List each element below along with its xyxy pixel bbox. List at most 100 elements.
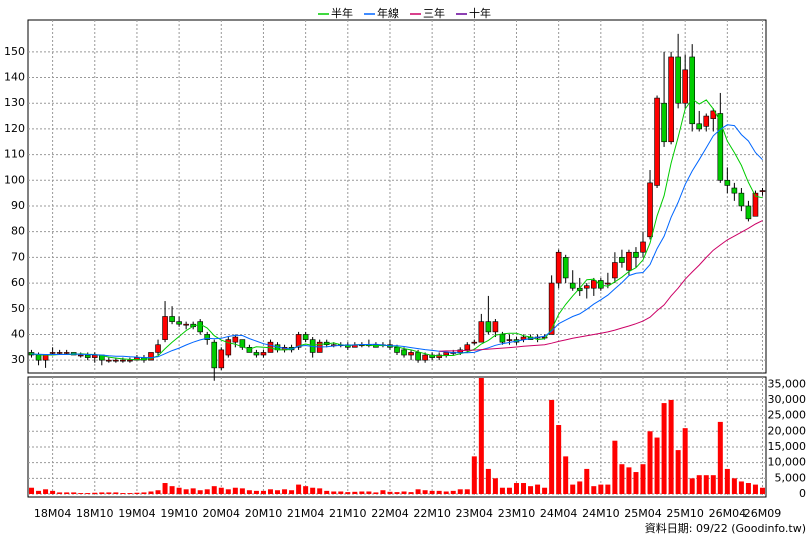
volume-bar (499, 487, 505, 494)
candle-body (506, 339, 513, 341)
x-tick-label: 25M04 (624, 507, 662, 520)
candle-body (492, 321, 499, 333)
volume-bar (598, 484, 604, 494)
x-tick-label: 25M10 (666, 507, 704, 520)
volume-bar (640, 464, 646, 494)
candle-body (246, 347, 253, 353)
volume-bar (682, 428, 688, 494)
candle-body (464, 344, 471, 351)
candle-body (738, 192, 745, 207)
x-tick-label: 18M10 (76, 507, 114, 520)
volume-bar (570, 484, 576, 494)
volume-bar (745, 483, 751, 494)
y2-tick-label: 35,000 (768, 377, 807, 390)
candle-body (84, 354, 91, 358)
legend-label: 三年 (423, 6, 445, 20)
volume-bar (457, 489, 463, 494)
y-tick-label: 150 (4, 45, 25, 58)
volume-bar (401, 491, 407, 494)
y2-tick-label: 10,000 (768, 456, 807, 469)
y-tick-label: 70 (11, 250, 25, 263)
x-tick-label: 21M04 (287, 507, 325, 520)
ma-line (31, 124, 763, 359)
candle-body (91, 354, 98, 358)
volume-bar (563, 456, 569, 494)
volume-bar (324, 490, 330, 494)
candle-body (724, 179, 731, 186)
candle-body (204, 334, 211, 340)
candle-body (605, 282, 611, 285)
volume-bar (78, 493, 84, 494)
volume-bar (190, 488, 196, 494)
volume-bar (366, 491, 372, 494)
y-tick-label: 100 (4, 173, 25, 186)
volume-bar (211, 486, 217, 494)
volume-bar (232, 487, 238, 494)
candle-body (590, 280, 597, 289)
volume-bar (591, 486, 597, 494)
candle-body (759, 190, 766, 192)
candle-body (640, 241, 646, 253)
candle-body (56, 352, 63, 354)
candle-body (148, 352, 154, 361)
volume-bar (408, 492, 414, 494)
volume-bar (471, 456, 477, 494)
volume-bar (703, 475, 709, 494)
y-tick-label: 40 (11, 327, 25, 340)
candle-body (106, 359, 112, 362)
volume-bar (633, 472, 639, 494)
candle-body (752, 192, 759, 217)
candle-body (548, 282, 555, 335)
y-tick-label: 30 (11, 353, 25, 366)
volume-bar (303, 486, 309, 494)
volume-bar (675, 450, 681, 494)
x-tick-label: 26M04 (709, 507, 747, 520)
volume-bar (113, 492, 119, 494)
candle-body (77, 354, 84, 357)
candle-body (731, 187, 738, 194)
candle-body (696, 123, 703, 130)
candle-body (661, 102, 667, 143)
candle-body (569, 282, 576, 289)
volume-bar (696, 475, 702, 494)
x-tick-label: 20M10 (245, 507, 283, 520)
volume-bar (619, 464, 625, 494)
candle-body (169, 316, 175, 322)
volume-bar (429, 490, 435, 494)
volume-bar (310, 487, 316, 494)
volume-bar (127, 493, 133, 494)
candle-body (49, 352, 56, 354)
volume-bar (380, 490, 386, 494)
source-note: 資料日期: 09/22 (Goodinfo.tw) (645, 521, 806, 535)
volume-bar (478, 378, 484, 494)
volume-bar (535, 484, 541, 494)
candle-body (63, 352, 70, 354)
candle-body (703, 115, 710, 127)
x-tick-label: 22M04 (371, 507, 409, 520)
volume-bar (450, 490, 456, 494)
y-tick-label: 50 (11, 302, 25, 315)
volume-bar (528, 486, 534, 494)
volume-bar (359, 491, 365, 494)
volume-bar (422, 490, 428, 494)
candle-body (598, 280, 604, 289)
candle-body (232, 336, 239, 343)
volume-bar (521, 483, 527, 494)
x-tick-label: 26M09 (744, 507, 782, 520)
y-tick-label: 110 (4, 148, 25, 161)
volume-bar (197, 490, 203, 494)
candle-body (485, 321, 492, 333)
candle-body (197, 321, 203, 333)
volume-bar (85, 493, 91, 494)
candle-body (422, 354, 428, 361)
volume-bar (134, 492, 140, 494)
y-tick-label: 120 (4, 122, 25, 135)
volume-bar (661, 403, 667, 494)
volume-bar (373, 492, 379, 494)
candle-body (668, 56, 674, 143)
volume-bar (345, 492, 351, 494)
x-tick-label: 23M10 (498, 507, 536, 520)
volume-bar (464, 489, 470, 494)
candle-body (682, 69, 688, 104)
